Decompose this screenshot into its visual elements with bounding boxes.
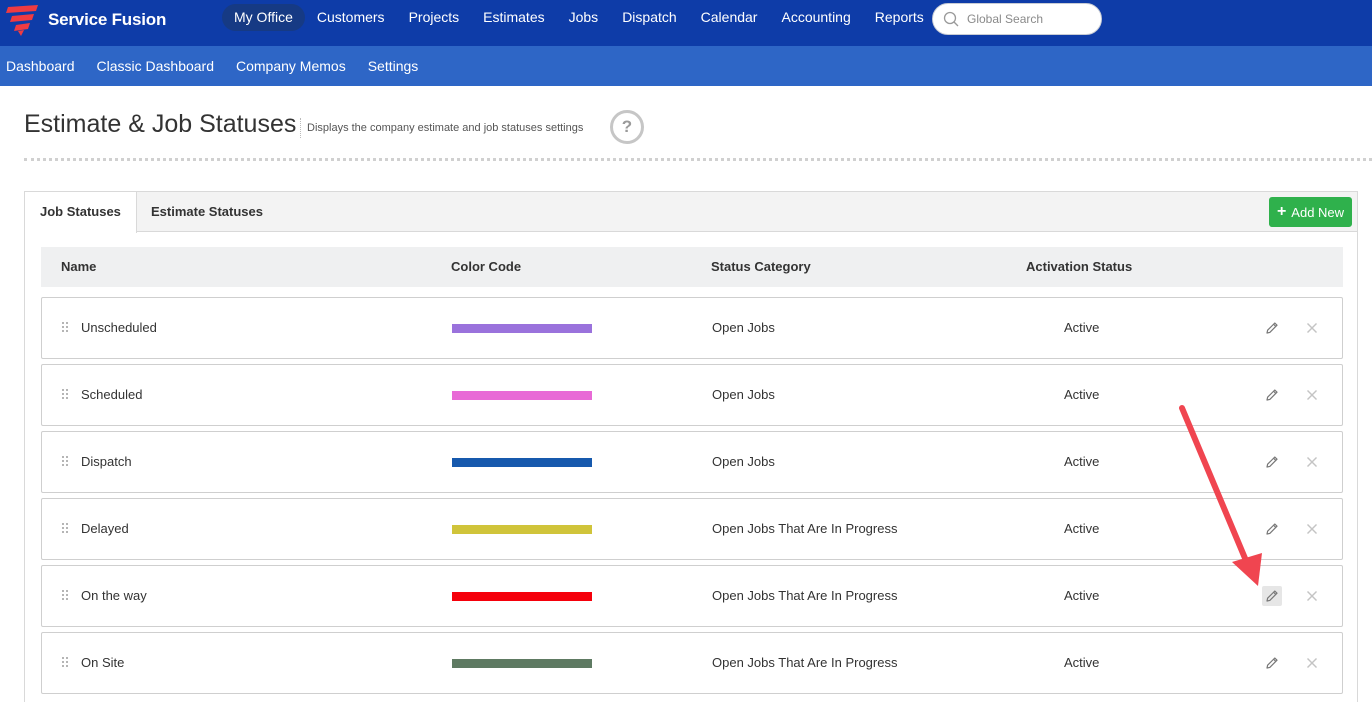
delete-button[interactable] — [1302, 318, 1322, 338]
page-title: Estimate & Job Statuses — [24, 110, 297, 138]
delete-button[interactable] — [1302, 586, 1322, 606]
color-swatch — [452, 592, 592, 601]
drag-handle-icon[interactable] — [62, 657, 69, 669]
drag-handle-icon[interactable] — [62, 322, 69, 334]
drag-handle-icon[interactable] — [62, 590, 69, 602]
top-nav-estimates[interactable]: Estimates — [483, 9, 545, 25]
status-name: Scheduled — [81, 387, 143, 402]
table-row: On the way Open Jobs That Are In Progress… — [41, 565, 1343, 627]
service-fusion-logo-icon — [6, 5, 38, 36]
page-subtitle: Displays the company estimate and job st… — [300, 118, 583, 138]
status-category: Open Jobs That Are In Progress — [712, 588, 898, 603]
status-category: Open Jobs That Are In Progress — [712, 521, 898, 536]
delete-button[interactable] — [1302, 519, 1322, 539]
top-nav-accounting[interactable]: Accounting — [781, 9, 851, 25]
activation-status: Active — [1064, 521, 1100, 536]
color-swatch — [452, 391, 592, 400]
sub-nav-classic-dashboard[interactable]: Classic Dashboard — [96, 58, 215, 74]
pencil-icon — [1265, 589, 1279, 603]
top-bar: Service Fusion My Office Customers Proje… — [0, 0, 1372, 46]
drag-handle-icon[interactable] — [62, 456, 69, 468]
top-nav-jobs[interactable]: Jobs — [568, 9, 599, 25]
divider — [24, 158, 1372, 161]
plus-icon: + — [1276, 203, 1287, 220]
status-name: On Site — [81, 655, 125, 670]
table-row: Delayed Open Jobs That Are In Progress Act… — [41, 498, 1343, 560]
table-header: Name Color Code Status Category Activati… — [41, 247, 1343, 287]
table-row: On Site Open Jobs That Are In Progress Act… — [41, 632, 1343, 694]
tab-estimate-statuses[interactable]: Estimate Statuses — [151, 204, 263, 219]
app-name: Service Fusion — [48, 10, 167, 29]
header-status-category: Status Category — [711, 259, 811, 274]
edit-button[interactable] — [1262, 586, 1282, 606]
pencil-icon — [1265, 522, 1279, 536]
tab-job-statuses[interactable]: Job Statuses — [25, 192, 137, 233]
activation-status: Active — [1064, 454, 1100, 469]
header-name: Name — [61, 259, 97, 274]
table-row: Unscheduled Open Jobs Active — [41, 297, 1343, 359]
delete-button[interactable] — [1302, 452, 1322, 472]
top-nav-my-office[interactable]: My Office — [222, 4, 305, 31]
color-swatch — [452, 324, 592, 333]
status-category: Open Jobs — [712, 387, 775, 402]
drag-handle-icon[interactable] — [62, 523, 69, 535]
edit-button[interactable] — [1262, 653, 1282, 673]
close-icon — [1306, 456, 1318, 468]
color-swatch — [452, 525, 592, 534]
close-icon — [1306, 657, 1318, 669]
edit-button[interactable] — [1262, 519, 1282, 539]
top-nav-calendar[interactable]: Calendar — [700, 9, 758, 25]
status-name: Delayed — [81, 521, 129, 536]
add-new-button[interactable]: + Add New — [1269, 197, 1352, 227]
pencil-icon — [1265, 321, 1279, 335]
top-nav-reports[interactable]: Reports — [874, 9, 924, 25]
top-nav-dispatch[interactable]: Dispatch — [622, 9, 677, 25]
tab-bar: Job Statuses Estimate Statuses + Add New — [25, 192, 1357, 233]
close-icon — [1306, 322, 1318, 334]
status-name: Unscheduled — [81, 320, 157, 335]
color-swatch — [452, 458, 592, 467]
add-new-label: Add New — [1291, 204, 1345, 220]
edit-button[interactable] — [1262, 452, 1282, 472]
header-activation-status: Activation Status — [1026, 259, 1133, 274]
drag-handle-icon[interactable] — [62, 389, 69, 401]
sub-nav: Dashboard Classic Dashboard Company Memo… — [0, 46, 1372, 86]
sub-nav-settings[interactable]: Settings — [367, 58, 419, 74]
close-icon — [1306, 523, 1318, 535]
pencil-icon — [1265, 455, 1279, 469]
header-color-code: Color Code — [451, 259, 522, 274]
top-nav: My Office Customers Projects Estimates J… — [222, 4, 936, 31]
color-swatch — [452, 659, 592, 668]
pencil-icon — [1265, 656, 1279, 670]
activation-status: Active — [1064, 655, 1100, 670]
top-nav-projects[interactable]: Projects — [408, 9, 460, 25]
table-row: Dispatch Open Jobs Active — [41, 431, 1343, 493]
status-name: On the way — [81, 588, 147, 603]
activation-status: Active — [1064, 588, 1100, 603]
search-icon — [943, 11, 959, 27]
global-search[interactable] — [932, 3, 1102, 35]
status-name: Dispatch — [81, 454, 132, 469]
sub-nav-company-memos[interactable]: Company Memos — [236, 58, 346, 74]
status-category: Open Jobs That Are In Progress — [712, 655, 898, 670]
top-nav-customers[interactable]: Customers — [316, 9, 385, 25]
delete-button[interactable] — [1302, 653, 1322, 673]
close-icon — [1306, 389, 1318, 401]
activation-status: Active — [1064, 320, 1100, 335]
pencil-icon — [1265, 388, 1279, 402]
statuses-panel: Job Statuses Estimate Statuses + Add New… — [24, 191, 1358, 702]
activation-status: Active — [1064, 387, 1100, 402]
status-category: Open Jobs — [712, 320, 775, 335]
delete-button[interactable] — [1302, 385, 1322, 405]
sub-nav-dashboard[interactable]: Dashboard — [6, 58, 75, 74]
table-row: Scheduled Open Jobs Active — [41, 364, 1343, 426]
help-icon[interactable]: ? — [610, 110, 644, 144]
status-category: Open Jobs — [712, 454, 775, 469]
logo[interactable]: Service Fusion — [4, 3, 166, 37]
edit-button[interactable] — [1262, 385, 1282, 405]
close-icon — [1306, 590, 1318, 602]
search-input[interactable] — [967, 12, 1087, 26]
edit-button[interactable] — [1262, 318, 1282, 338]
